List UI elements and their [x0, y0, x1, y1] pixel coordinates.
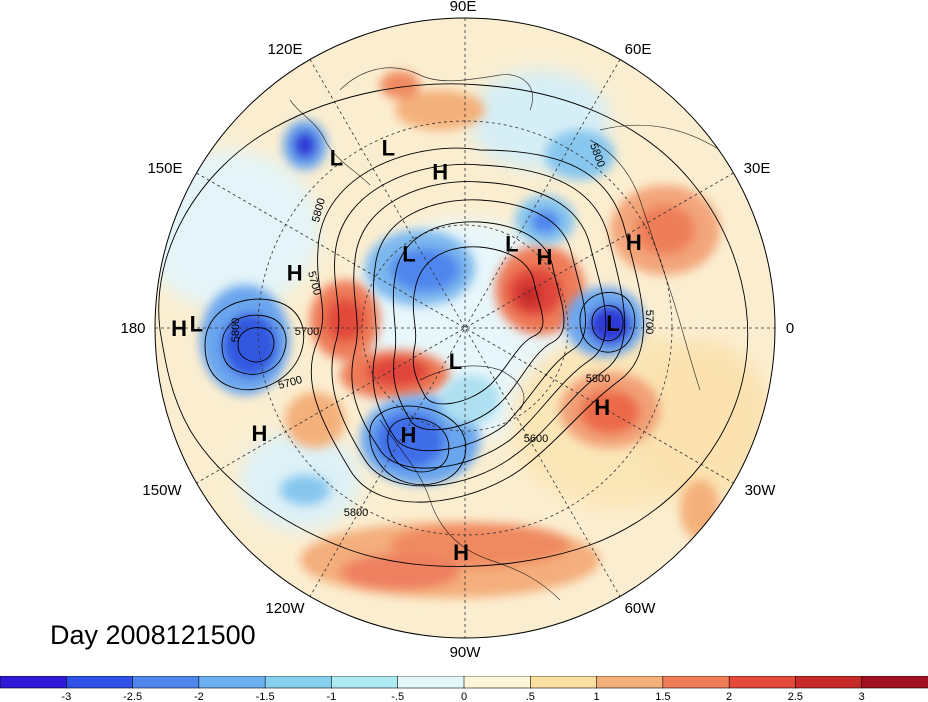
colorbar-tick-label: 3 — [859, 691, 865, 702]
longitude-label: 90W — [450, 644, 482, 661]
colorbar-tick-label: -.5 — [391, 691, 404, 702]
colorbar-tick-label: 1.5 — [655, 691, 670, 702]
colorbar-box — [264, 676, 333, 689]
longitude-label: 150E — [147, 160, 182, 177]
longitude-label: 150W — [142, 482, 182, 499]
contour-label: 5700 — [643, 310, 655, 334]
high-pressure-marker: H — [432, 160, 448, 185]
colorbar: -3 -2.5 -2 -1.5 -1 -.5 0 .5 1 1.5 2 2.5 3 — [0, 676, 928, 702]
contour-label: 5800 — [586, 373, 610, 385]
low-pressure-marker: L — [190, 311, 203, 336]
colorbar-box — [0, 676, 68, 689]
longitude-label: 120W — [265, 600, 305, 617]
colorbar-box — [795, 676, 863, 689]
colorbar-tick-label: 0 — [461, 691, 467, 702]
longitude-label: 30W — [745, 482, 777, 499]
longitude-label: 60W — [625, 600, 657, 617]
longitude-label: 60E — [625, 41, 652, 58]
colorbar-box — [728, 676, 797, 689]
high-pressure-marker: H — [626, 230, 642, 255]
map-title: Day 2008121500 — [50, 620, 256, 650]
high-pressure-marker: H — [287, 261, 303, 286]
colorbar-tick-label: -1.5 — [256, 691, 275, 702]
low-pressure-marker: L — [382, 135, 395, 160]
low-pressure-marker: L — [402, 242, 415, 267]
colorbar-tick-label: 2 — [726, 691, 732, 702]
colorbar-box — [331, 676, 399, 689]
geopotential-contours — [158, 83, 749, 567]
colorbar-box — [65, 676, 134, 689]
colorbar-tick-label: -2 — [194, 691, 204, 702]
colorbar-tick-label: -2.5 — [123, 691, 142, 702]
anomaly-shading — [155, 18, 775, 638]
colorbar-box — [529, 676, 598, 689]
longitude-label: 0 — [786, 320, 794, 337]
high-pressure-marker: H — [453, 540, 469, 565]
high-pressure-marker: H — [171, 316, 187, 341]
colorbar-tick-label: -3 — [61, 691, 71, 702]
longitude-label: 90E — [450, 0, 477, 15]
colorbar-tick-label: -1 — [327, 691, 337, 702]
colorbar-box — [397, 676, 465, 689]
low-pressure-marker: L — [330, 145, 343, 170]
longitude-label: 180 — [120, 320, 145, 337]
contour-label: 5800 — [230, 318, 242, 342]
colorbar-box — [132, 676, 200, 689]
longitude-label: 30E — [744, 160, 771, 177]
colorbar-tick-label: 1 — [594, 691, 600, 702]
contour-label: 5700 — [295, 326, 319, 338]
longitude-labels: 90E 60E 30E 0 30W 60W 90W 120W 150W 180 150E 120E — [120, 0, 794, 661]
contour-label: 5800 — [344, 507, 368, 519]
colorbar-box — [463, 676, 532, 689]
colorbar-box — [198, 676, 266, 689]
low-pressure-marker: L — [505, 232, 518, 257]
high-pressure-marker: H — [594, 395, 610, 420]
high-pressure-marker: H — [251, 421, 267, 446]
colorbar-box — [861, 676, 928, 689]
longitude-label: 120E — [267, 41, 302, 58]
colorbar-tick-label: 2.5 — [788, 691, 803, 702]
high-pressure-marker: H — [536, 245, 552, 270]
low-pressure-marker: L — [606, 311, 619, 336]
colorbar-box — [662, 676, 730, 689]
low-pressure-marker: L — [449, 349, 462, 374]
contour-label: 5600 — [524, 433, 548, 445]
colorbar-box — [596, 676, 664, 689]
high-pressure-marker: H — [400, 422, 416, 447]
map-outline — [154, 17, 776, 639]
colorbar-tick-label: .5 — [526, 691, 535, 702]
